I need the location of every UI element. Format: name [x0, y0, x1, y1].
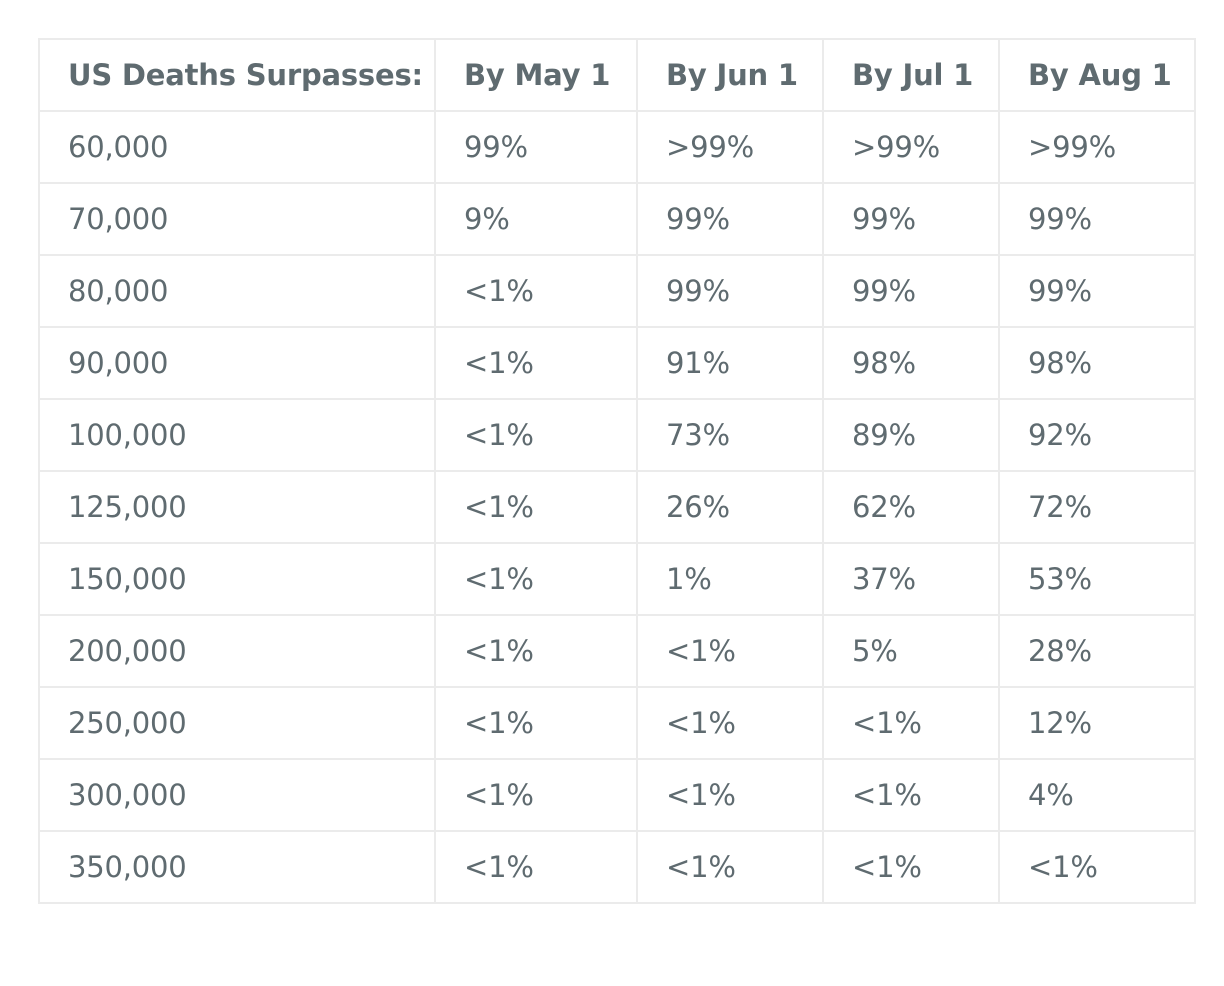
- table-header: US Deaths Surpasses: By May 1 By Jun 1 B…: [39, 39, 1195, 111]
- cell-threshold: 200,000: [39, 615, 435, 687]
- cell-threshold: 150,000: [39, 543, 435, 615]
- table-body: 60,000 99% >99% >99% >99% 70,000 9% 99% 99% 99% 80…: [39, 111, 1195, 903]
- header-cell-aug-1: By Aug 1: [999, 39, 1195, 111]
- cell-may-1: 9%: [435, 183, 637, 255]
- cell-aug-1: >99%: [999, 111, 1195, 183]
- cell-threshold: 300,000: [39, 759, 435, 831]
- cell-jun-1: 91%: [637, 327, 823, 399]
- cell-threshold: 80,000: [39, 255, 435, 327]
- cell-jun-1: 1%: [637, 543, 823, 615]
- cell-may-1: <1%: [435, 543, 637, 615]
- cell-threshold: 90,000: [39, 327, 435, 399]
- cell-jun-1: <1%: [637, 831, 823, 903]
- cell-jun-1: <1%: [637, 687, 823, 759]
- cell-jul-1: <1%: [823, 687, 999, 759]
- cell-jul-1: 5%: [823, 615, 999, 687]
- cell-jun-1: 99%: [637, 255, 823, 327]
- cell-may-1: <1%: [435, 471, 637, 543]
- cell-aug-1: <1%: [999, 831, 1195, 903]
- cell-may-1: <1%: [435, 759, 637, 831]
- cell-may-1: <1%: [435, 687, 637, 759]
- cell-jul-1: <1%: [823, 759, 999, 831]
- us-deaths-probability-table: US Deaths Surpasses: By May 1 By Jun 1 B…: [38, 38, 1196, 904]
- header-cell-jun-1: By Jun 1: [637, 39, 823, 111]
- cell-threshold: 125,000: [39, 471, 435, 543]
- cell-may-1: <1%: [435, 831, 637, 903]
- table-row: 125,000 <1% 26% 62% 72%: [39, 471, 1195, 543]
- cell-jun-1: 99%: [637, 183, 823, 255]
- header-row: US Deaths Surpasses: By May 1 By Jun 1 B…: [39, 39, 1195, 111]
- table-row: 90,000 <1% 91% 98% 98%: [39, 327, 1195, 399]
- cell-aug-1: 99%: [999, 183, 1195, 255]
- table-row: 250,000 <1% <1% <1% 12%: [39, 687, 1195, 759]
- table-row: 350,000 <1% <1% <1% <1%: [39, 831, 1195, 903]
- header-cell-deaths-threshold: US Deaths Surpasses:: [39, 39, 435, 111]
- probability-table-container: US Deaths Surpasses: By May 1 By Jun 1 B…: [38, 38, 1194, 904]
- cell-jul-1: 99%: [823, 255, 999, 327]
- cell-aug-1: 99%: [999, 255, 1195, 327]
- cell-threshold: 250,000: [39, 687, 435, 759]
- cell-jul-1: 89%: [823, 399, 999, 471]
- cell-threshold: 350,000: [39, 831, 435, 903]
- cell-jul-1: <1%: [823, 831, 999, 903]
- cell-aug-1: 72%: [999, 471, 1195, 543]
- cell-aug-1: 98%: [999, 327, 1195, 399]
- cell-threshold: 60,000: [39, 111, 435, 183]
- cell-aug-1: 53%: [999, 543, 1195, 615]
- table-row: 80,000 <1% 99% 99% 99%: [39, 255, 1195, 327]
- table-row: 60,000 99% >99% >99% >99%: [39, 111, 1195, 183]
- cell-jun-1: <1%: [637, 759, 823, 831]
- cell-threshold: 100,000: [39, 399, 435, 471]
- header-cell-jul-1: By Jul 1: [823, 39, 999, 111]
- cell-may-1: <1%: [435, 615, 637, 687]
- cell-jul-1: 37%: [823, 543, 999, 615]
- table-row: 200,000 <1% <1% 5% 28%: [39, 615, 1195, 687]
- cell-jul-1: >99%: [823, 111, 999, 183]
- header-cell-may-1: By May 1: [435, 39, 637, 111]
- table-row: 100,000 <1% 73% 89% 92%: [39, 399, 1195, 471]
- cell-jun-1: <1%: [637, 615, 823, 687]
- cell-jun-1: 26%: [637, 471, 823, 543]
- table-row: 300,000 <1% <1% <1% 4%: [39, 759, 1195, 831]
- cell-jul-1: 98%: [823, 327, 999, 399]
- cell-may-1: <1%: [435, 255, 637, 327]
- cell-may-1: <1%: [435, 327, 637, 399]
- cell-jul-1: 62%: [823, 471, 999, 543]
- cell-jul-1: 99%: [823, 183, 999, 255]
- table-row: 70,000 9% 99% 99% 99%: [39, 183, 1195, 255]
- cell-jun-1: >99%: [637, 111, 823, 183]
- cell-aug-1: 92%: [999, 399, 1195, 471]
- cell-aug-1: 28%: [999, 615, 1195, 687]
- cell-jun-1: 73%: [637, 399, 823, 471]
- cell-may-1: 99%: [435, 111, 637, 183]
- cell-may-1: <1%: [435, 399, 637, 471]
- cell-threshold: 70,000: [39, 183, 435, 255]
- cell-aug-1: 12%: [999, 687, 1195, 759]
- cell-aug-1: 4%: [999, 759, 1195, 831]
- table-row: 150,000 <1% 1% 37% 53%: [39, 543, 1195, 615]
